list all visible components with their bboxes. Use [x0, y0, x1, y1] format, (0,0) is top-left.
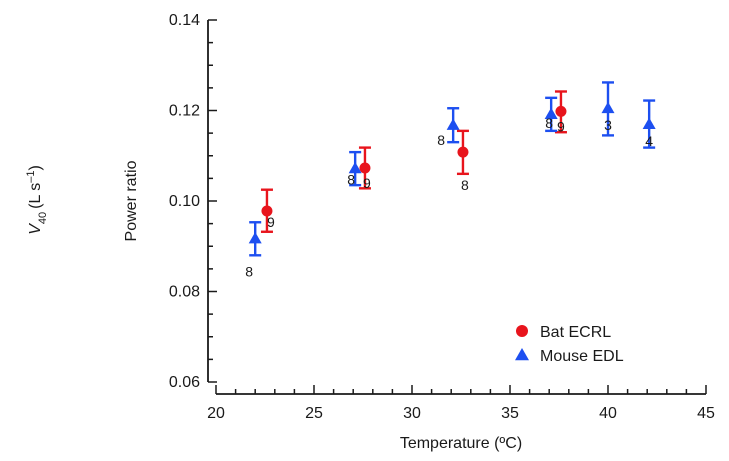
x-tick-label: 45	[697, 405, 715, 422]
y-tick-label: 0.06	[169, 374, 200, 391]
sample-size-label: 8	[245, 264, 253, 280]
sample-size-label: 8	[347, 171, 355, 187]
data-point-circle	[555, 105, 567, 117]
y-tick-label: 0.12	[169, 103, 200, 120]
x-tick-label: 35	[501, 405, 519, 422]
y-tick-label: 0.08	[169, 284, 200, 301]
stray-label-close: )	[27, 165, 44, 170]
legend-marker-circle	[516, 325, 528, 337]
stray-label-main: V	[27, 223, 44, 235]
legend-marker-triangle	[515, 348, 529, 361]
sample-size-label: 8	[437, 132, 445, 148]
series-bat-ecrl: 99 89	[260, 90, 567, 233]
data-point-triangle	[348, 161, 362, 174]
legend-label: Bat ECRL	[540, 324, 611, 341]
data-point-circle	[457, 146, 469, 158]
x-tick-label: 40	[599, 405, 617, 422]
x-tick-label: 25	[305, 405, 323, 422]
legend-item: Mouse EDL	[515, 348, 624, 365]
sample-size-label: 4	[645, 133, 653, 149]
legend: Bat ECRL Mouse EDL	[515, 324, 624, 365]
stray-label-rest: (L s	[27, 183, 44, 209]
legend-item: Bat ECRL	[516, 324, 611, 341]
data-point-triangle	[601, 101, 615, 114]
legend-label: Mouse EDL	[540, 348, 624, 365]
y-tick-label: 0.10	[169, 193, 200, 210]
tick-labels: 20 25 30 35 40 45 0.06 0.08 0.10 0.12 0.14	[169, 12, 715, 422]
stray-label-sub: 40	[37, 212, 49, 224]
data-point-triangle	[544, 107, 558, 119]
stray-label-sup: –1	[25, 171, 37, 183]
sample-size-label: 3	[604, 117, 612, 133]
sample-size-label: 8	[461, 177, 469, 193]
data-point-triangle	[642, 117, 656, 129]
data-point-triangle	[248, 232, 262, 244]
axes	[207, 20, 706, 395]
x-axis-label: Temperature (ºC)	[400, 435, 522, 452]
sample-size-label: 9	[267, 214, 275, 230]
data-point-triangle	[446, 118, 460, 130]
sample-size-label: 8	[545, 115, 553, 131]
y-tick-label: 0.14	[169, 12, 200, 29]
data-point-circle	[359, 162, 371, 174]
series-mouse-edl: 8 8 8 8 3 4	[245, 81, 656, 280]
sample-size-label: 9	[557, 118, 565, 134]
y-axis-label: Power ratio	[123, 160, 140, 241]
sample-size-label: 9	[363, 175, 371, 191]
stray-axis-label: V40 (L s–1)	[25, 165, 49, 235]
x-tick-label: 20	[207, 405, 225, 422]
x-tick-label: 30	[403, 405, 421, 422]
axis-ticks	[208, 19, 707, 394]
data-point-circle	[261, 205, 273, 217]
